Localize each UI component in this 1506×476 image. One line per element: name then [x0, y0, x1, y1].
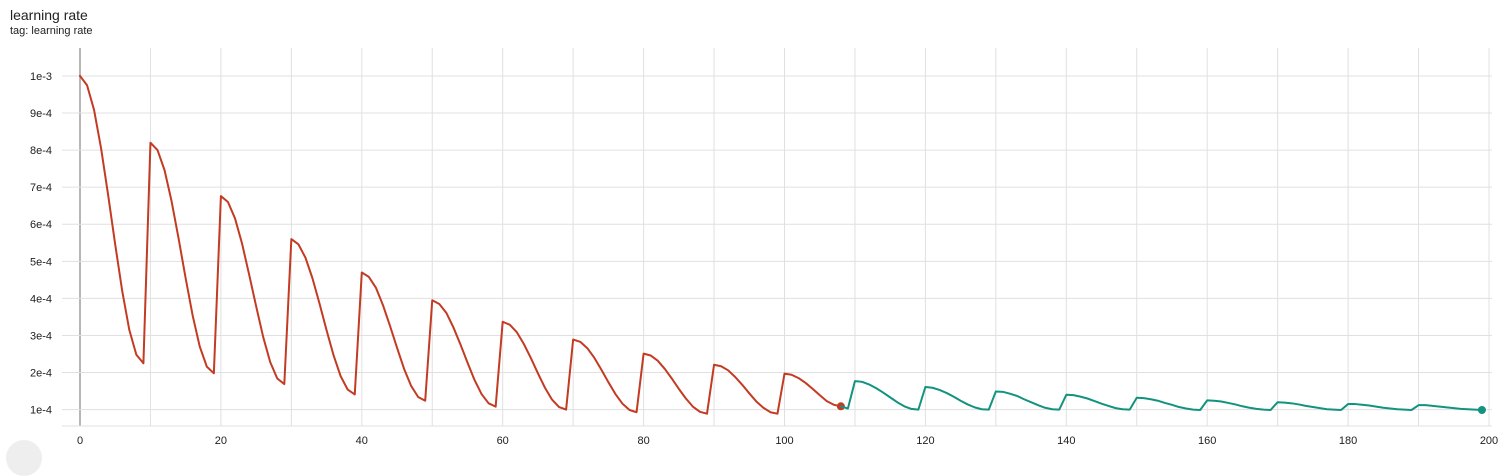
x-tick-label: 60 [497, 435, 509, 447]
card-header: learning rate tag: learning rate [10, 6, 93, 38]
y-tick-label: 6e-4 [30, 219, 52, 231]
series-end-point-2 [1477, 405, 1486, 414]
x-tick-label: 40 [356, 435, 368, 447]
x-tick-label: 120 [916, 435, 934, 447]
x-tick-label: 200 [1480, 435, 1498, 447]
y-tick-label: 3e-4 [30, 330, 52, 342]
y-tick-label: 9e-4 [30, 108, 52, 120]
x-tick-label: 180 [1339, 435, 1357, 447]
line-chart: 1e-4 2e-4 3e-4 4e-4 5e-4 6e-4 7e-4 8e-4 9e-4 1e-3… [30, 48, 1498, 447]
y-tick-label: 1e-4 [30, 405, 52, 417]
series-line-1 [79, 74, 842, 415]
x-axis-ticks: 0 20 40 60 80 100 120 140 160 180 200 [77, 435, 1498, 447]
x-tick-label: 160 [1198, 435, 1216, 447]
x-tick-label: 80 [637, 435, 649, 447]
grid [62, 48, 1492, 427]
chart-tag: tag: learning rate [10, 25, 93, 37]
expand-button[interactable] [6, 440, 42, 476]
x-tick-label: 140 [1057, 435, 1075, 447]
y-tick-label: 2e-4 [30, 368, 52, 380]
x-tick-label: 100 [775, 435, 793, 447]
chart-title: learning rate [10, 7, 88, 23]
x-tick-label: 0 [77, 435, 83, 447]
series-line-2 [839, 380, 1483, 411]
series-layer [79, 74, 1486, 415]
y-tick-label: 4e-4 [30, 293, 52, 305]
y-tick-label: 1e-3 [30, 71, 52, 83]
y-axis-ticks: 1e-4 2e-4 3e-4 4e-4 5e-4 6e-4 7e-4 8e-4 9e-4 1e-3 [30, 71, 52, 417]
y-tick-label: 5e-4 [30, 256, 52, 268]
y-tick-label: 8e-4 [30, 145, 52, 157]
y-tick-label: 7e-4 [30, 182, 52, 194]
x-tick-label: 20 [215, 435, 227, 447]
